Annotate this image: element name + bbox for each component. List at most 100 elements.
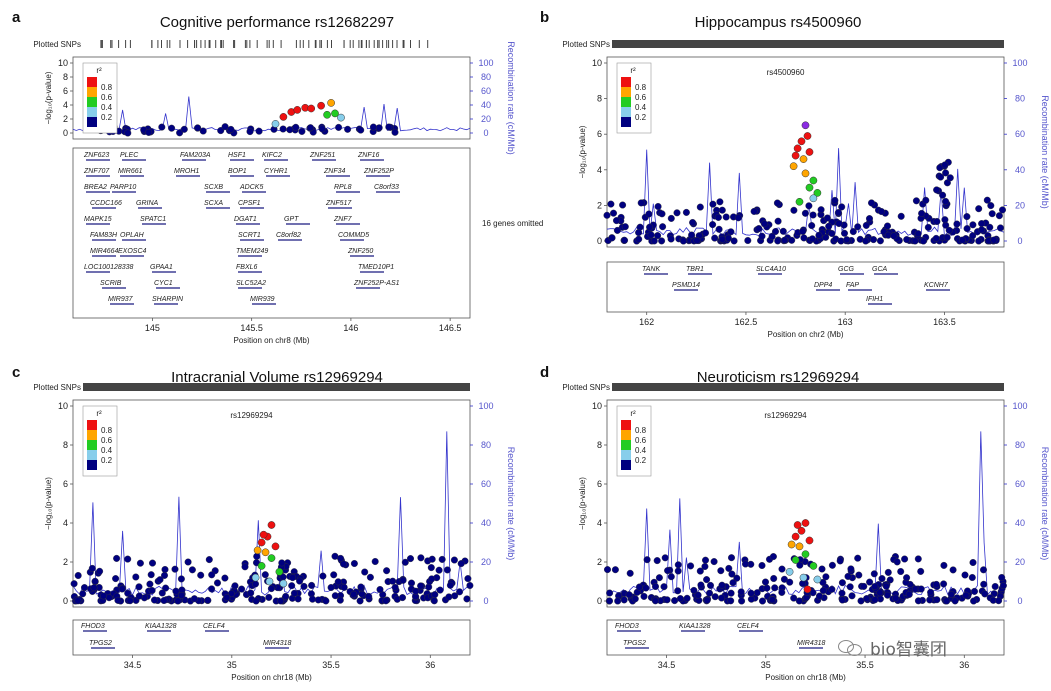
snp-point xyxy=(933,217,941,225)
y-tick-label: 4 xyxy=(63,100,68,110)
x-tick-label: 35.5 xyxy=(856,660,874,670)
snp-point xyxy=(132,573,140,581)
snp-point xyxy=(779,227,787,235)
snp-point xyxy=(983,196,991,204)
snp-point xyxy=(147,571,155,579)
snp-point xyxy=(849,228,857,236)
y-axis-left: 0 2 4 6 8 10 −log₁₀(p-value) xyxy=(578,401,607,606)
snp-tick xyxy=(256,40,258,48)
snp-point xyxy=(714,213,722,221)
snp-tick xyxy=(234,40,236,48)
snp-cloud xyxy=(96,123,399,137)
ld-point xyxy=(797,526,806,535)
snp-point xyxy=(335,123,343,131)
snp-point xyxy=(199,127,207,135)
snp-point xyxy=(790,594,798,602)
y-right-tick-label: 20 xyxy=(1015,557,1025,567)
gene-label: BREA2 xyxy=(84,184,107,191)
snp-point xyxy=(905,590,913,598)
snp-point xyxy=(971,587,979,595)
snp-point xyxy=(711,234,719,242)
snp-tick xyxy=(166,40,168,48)
panel-c: c Intracranial Volume rs12969294 Plotted S… xyxy=(12,364,516,682)
gene-item: DPP4 xyxy=(814,282,840,291)
plotted-snps-strip xyxy=(83,383,470,391)
snp-point xyxy=(613,226,621,234)
ld-point xyxy=(279,579,288,588)
snp-tick xyxy=(266,40,268,48)
snp-point xyxy=(943,233,951,241)
snp-point xyxy=(427,564,435,572)
snp-point xyxy=(135,583,143,591)
snp-point xyxy=(289,574,297,582)
snp-point xyxy=(962,591,970,599)
gene-item: SCXA xyxy=(204,200,230,209)
snp-point xyxy=(914,230,922,238)
legend-tick: 0.2 xyxy=(635,456,647,465)
snp-tick xyxy=(299,40,301,48)
snp-point xyxy=(279,125,287,133)
snp-tick xyxy=(315,40,317,48)
gene-label: EXOSC4 xyxy=(118,248,147,255)
snp-point xyxy=(942,197,950,205)
gene-label: FAP xyxy=(846,282,859,289)
legend-tick: 0.8 xyxy=(635,426,647,435)
snp-tick xyxy=(233,40,235,48)
panel-letter: a xyxy=(12,9,21,26)
snp-point xyxy=(660,583,668,591)
gene-label: TPGS2 xyxy=(89,640,112,647)
gene-label: SLC4A10 xyxy=(756,266,786,273)
snp-tick xyxy=(169,40,171,48)
snp-point xyxy=(445,593,453,601)
ld-point xyxy=(805,183,814,192)
snp-point xyxy=(828,229,836,237)
snp-point xyxy=(604,566,612,574)
gene-label: IFIH1 xyxy=(866,296,883,303)
ld-points xyxy=(785,519,822,594)
gene-item: SCRT1 xyxy=(238,232,264,241)
gene-item: KIAA1328 xyxy=(679,623,711,632)
snp-point xyxy=(947,590,955,598)
legend-swatch xyxy=(87,117,97,127)
gene-label: CELF4 xyxy=(737,623,759,630)
legend-tick: 0.8 xyxy=(101,83,113,92)
snp-point xyxy=(987,202,995,210)
snp-point xyxy=(949,566,957,574)
snp-point xyxy=(729,579,737,587)
snp-point xyxy=(635,235,643,243)
gene-label: SCRT1 xyxy=(238,232,261,239)
snp-point xyxy=(314,596,322,604)
ld-point xyxy=(251,573,260,582)
snp-point xyxy=(834,209,842,217)
gene-item: MAPK15 xyxy=(84,216,112,225)
gene-label: SCRIB xyxy=(100,280,122,287)
snp-point xyxy=(438,555,446,563)
gene-track-frame xyxy=(72,619,471,656)
snp-point xyxy=(625,591,633,599)
gene-item: FHOD3 xyxy=(615,623,641,632)
gene-item: KIFC2 xyxy=(262,152,288,161)
ld-point xyxy=(803,132,812,140)
snp-tick xyxy=(382,40,384,48)
ld-point xyxy=(337,113,345,122)
lead-snp-label: rs12969294 xyxy=(230,411,273,420)
panel-title: Neuroticism rs12969294 xyxy=(697,369,860,386)
snp-point xyxy=(282,592,290,600)
ld-point xyxy=(805,536,814,545)
snp-tick xyxy=(187,40,189,48)
y-right-tick-label: 40 xyxy=(1015,165,1025,175)
y-right-tick-label: 100 xyxy=(1012,58,1027,68)
snp-point xyxy=(330,571,338,579)
snp-tick xyxy=(280,40,282,48)
snp-point xyxy=(702,556,710,564)
snp-point xyxy=(945,226,953,234)
gene-label: FAM83H xyxy=(90,232,118,239)
y-axis-right: 0 20 40 60 80 100 Recombination rate (cM/Mb) xyxy=(1004,58,1050,246)
y-tick-label: 10 xyxy=(592,58,602,68)
y-tick-label: 6 xyxy=(597,129,602,139)
gene-item: SHARPIN xyxy=(152,296,184,305)
snp-point xyxy=(786,578,794,586)
y-tick-label: 2 xyxy=(63,557,68,567)
watermark: bio智囊团 xyxy=(838,632,1028,662)
snp-tick xyxy=(402,40,404,48)
